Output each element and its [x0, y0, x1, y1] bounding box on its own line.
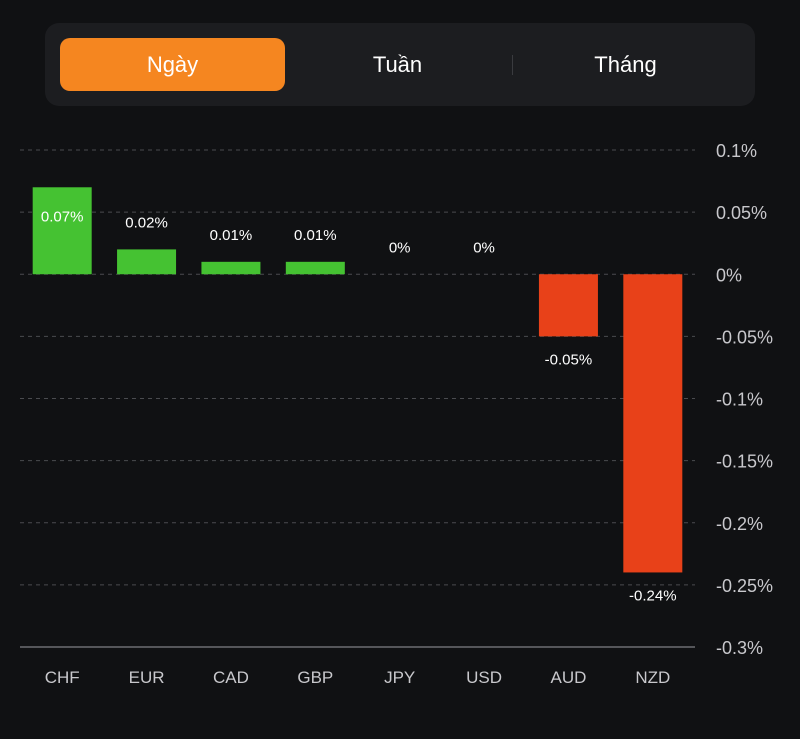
- bar-chf: [32, 187, 92, 275]
- x-tick-label: NZD: [635, 668, 670, 687]
- y-tick-label: 0.1%: [716, 141, 757, 161]
- tab-month[interactable]: Tháng: [594, 52, 657, 77]
- y-tick-label: -0.15%: [716, 452, 773, 472]
- tab-day[interactable]: Ngày: [60, 38, 285, 91]
- tab-divider: [512, 55, 513, 75]
- x-tick-label: CAD: [213, 668, 249, 687]
- data-label: 0.07%: [41, 208, 84, 225]
- y-tick-label: -0.1%: [716, 390, 763, 410]
- period-segmented-control: Ngày Tuần Tháng: [45, 23, 755, 106]
- data-label: 0.01%: [210, 227, 253, 244]
- x-tick-label: GBP: [297, 668, 333, 687]
- y-tick-label: -0.25%: [716, 576, 773, 596]
- data-label: 0.01%: [294, 227, 337, 244]
- x-tick-label: JPY: [384, 668, 415, 687]
- bar-cad: [201, 261, 261, 275]
- x-tick-label: CHF: [45, 668, 80, 687]
- bar-eur: [117, 249, 177, 275]
- data-label: 0%: [389, 239, 411, 256]
- y-tick-label: 0.05%: [716, 203, 767, 223]
- y-tick-label: -0.3%: [716, 638, 763, 658]
- bar-nzd: [623, 274, 683, 573]
- tab-week[interactable]: Tuần: [372, 52, 423, 77]
- data-label: -0.24%: [629, 587, 677, 604]
- y-tick-label: 0%: [716, 265, 742, 285]
- data-label: 0%: [473, 239, 495, 256]
- bar-aud: [538, 274, 598, 337]
- x-tick-label: AUD: [550, 668, 586, 687]
- data-label: -0.05%: [545, 351, 593, 368]
- x-tick-label: EUR: [129, 668, 165, 687]
- y-tick-label: -0.2%: [716, 514, 763, 534]
- y-tick-label: -0.05%: [716, 327, 773, 347]
- data-label: 0.02%: [125, 214, 168, 231]
- bar-gbp: [285, 261, 345, 275]
- x-tick-label: USD: [466, 668, 502, 687]
